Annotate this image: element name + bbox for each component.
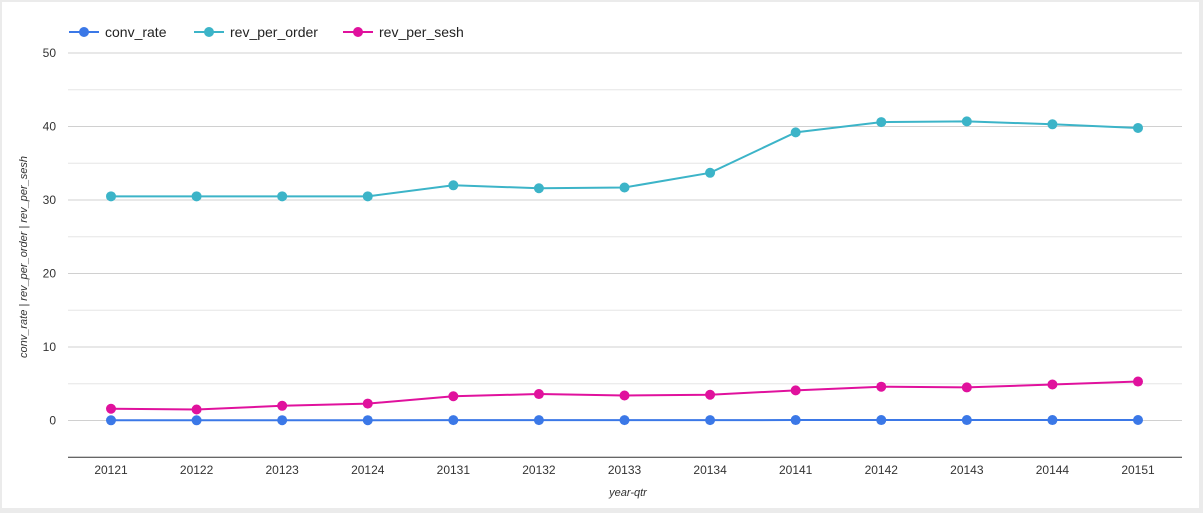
- data-point-rev-per-sesh[interactable]: [106, 404, 116, 414]
- data-point-rev-per-sesh[interactable]: [363, 399, 373, 409]
- x-tick-label: 20134: [693, 463, 727, 477]
- series-layer: [106, 116, 1143, 425]
- x-axis-label: year-qtr: [608, 487, 648, 499]
- x-tick-label: 20142: [865, 463, 899, 477]
- data-point-conv-rate[interactable]: [363, 415, 373, 425]
- y-tick-label: 20: [43, 267, 57, 281]
- y-tick-label: 10: [43, 340, 57, 354]
- x-tick-label: 20143: [950, 463, 984, 477]
- data-point-rev-per-order[interactable]: [705, 168, 715, 178]
- data-point-rev-per-order[interactable]: [791, 127, 801, 137]
- y-tick-label: 0: [49, 414, 56, 428]
- y-tick-label: 50: [43, 46, 57, 60]
- y-tick-label: 40: [43, 120, 57, 134]
- data-point-rev-per-order[interactable]: [277, 191, 287, 201]
- legend-dot-marker: [204, 27, 214, 37]
- y-tick-label: 30: [43, 193, 57, 207]
- data-point-conv-rate[interactable]: [705, 415, 715, 425]
- x-tick-label: 20123: [265, 463, 299, 477]
- data-point-rev-per-order[interactable]: [1047, 119, 1057, 129]
- x-tick-label: 20133: [608, 463, 642, 477]
- data-point-rev-per-order[interactable]: [106, 191, 116, 201]
- x-axis-ticks: 20121 20122 20123 20124 20131 20132 20133 20134…: [94, 463, 1155, 477]
- legend-dot-marker: [79, 27, 89, 37]
- data-point-rev-per-sesh[interactable]: [534, 389, 544, 399]
- y-axis-ticks: 0 10 20 30 40 50: [43, 46, 57, 428]
- data-point-conv-rate[interactable]: [620, 415, 630, 425]
- y-axis-label: conv_rate | rev_per_order | rev_per_sesh: [18, 156, 30, 358]
- data-point-conv-rate[interactable]: [106, 415, 116, 425]
- data-point-rev-per-sesh[interactable]: [448, 391, 458, 401]
- data-point-conv-rate[interactable]: [876, 415, 886, 425]
- legend-dot-marker: [353, 27, 363, 37]
- legend-item-rev-per-order[interactable]: rev_per_order: [194, 24, 318, 40]
- data-point-rev-per-sesh[interactable]: [277, 401, 287, 411]
- x-tick-label: 20121: [94, 463, 128, 477]
- data-point-conv-rate[interactable]: [1133, 415, 1143, 425]
- data-point-conv-rate[interactable]: [192, 415, 202, 425]
- data-point-rev-per-sesh[interactable]: [1133, 377, 1143, 387]
- data-point-conv-rate[interactable]: [448, 415, 458, 425]
- x-tick-label: 20141: [779, 463, 813, 477]
- data-point-rev-per-sesh[interactable]: [705, 390, 715, 400]
- x-tick-label: 20132: [522, 463, 556, 477]
- data-point-rev-per-order[interactable]: [876, 117, 886, 127]
- data-point-conv-rate[interactable]: [277, 415, 287, 425]
- data-point-rev-per-sesh[interactable]: [791, 385, 801, 395]
- legend-label: rev_per_order: [230, 24, 318, 40]
- data-point-conv-rate[interactable]: [791, 415, 801, 425]
- data-point-rev-per-sesh[interactable]: [1047, 379, 1057, 389]
- legend: conv_rate rev_per_order rev_per_sesh: [69, 24, 464, 40]
- data-point-rev-per-order[interactable]: [1133, 123, 1143, 133]
- data-point-rev-per-order[interactable]: [192, 191, 202, 201]
- data-point-rev-per-sesh[interactable]: [620, 391, 630, 401]
- data-point-conv-rate[interactable]: [1047, 415, 1057, 425]
- x-tick-label: 20131: [437, 463, 471, 477]
- legend-item-conv-rate[interactable]: conv_rate: [69, 24, 167, 40]
- data-point-rev-per-order[interactable]: [363, 191, 373, 201]
- data-point-rev-per-sesh[interactable]: [962, 382, 972, 392]
- x-tick-label: 20124: [351, 463, 385, 477]
- data-point-rev-per-order[interactable]: [962, 116, 972, 126]
- legend-label: conv_rate: [105, 24, 167, 40]
- x-tick-label: 20122: [180, 463, 214, 477]
- data-point-rev-per-order[interactable]: [448, 180, 458, 190]
- data-point-rev-per-sesh[interactable]: [192, 404, 202, 414]
- legend-label: rev_per_sesh: [379, 24, 464, 40]
- x-tick-label: 20151: [1121, 463, 1155, 477]
- data-point-rev-per-sesh[interactable]: [876, 382, 886, 392]
- x-tick-label: 20144: [1036, 463, 1070, 477]
- data-point-rev-per-order[interactable]: [620, 183, 630, 193]
- data-point-rev-per-order[interactable]: [534, 183, 544, 193]
- legend-item-rev-per-sesh[interactable]: rev_per_sesh: [343, 24, 464, 40]
- data-point-conv-rate[interactable]: [962, 415, 972, 425]
- data-point-conv-rate[interactable]: [534, 415, 544, 425]
